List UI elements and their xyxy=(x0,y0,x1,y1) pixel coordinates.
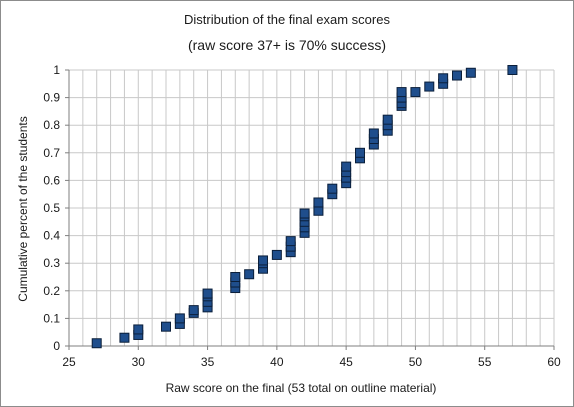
data-point xyxy=(424,81,435,92)
data-point xyxy=(202,288,213,299)
y-tick-label: 0.7 xyxy=(43,146,60,160)
data-point xyxy=(382,114,393,125)
y-tick-label: 0.9 xyxy=(43,91,60,105)
y-tick-label: 1 xyxy=(53,63,60,77)
data-point xyxy=(355,147,365,158)
data-point xyxy=(368,128,379,139)
data-point xyxy=(410,87,421,98)
chart-title: Distribution of the final exam scores xyxy=(184,12,390,27)
y-tick-label: 0.2 xyxy=(43,284,60,298)
data-point xyxy=(438,73,449,84)
data-point xyxy=(230,272,241,282)
data-point xyxy=(465,67,476,78)
data-point xyxy=(452,70,462,81)
data-point xyxy=(161,321,171,332)
data-point xyxy=(507,65,518,75)
data-point xyxy=(174,313,185,324)
gridlines xyxy=(69,69,555,346)
data-point xyxy=(119,332,130,343)
data-point xyxy=(244,269,255,280)
data-points xyxy=(91,65,518,349)
data-point xyxy=(313,197,324,208)
data-point xyxy=(285,236,296,247)
axes xyxy=(65,69,555,350)
y-tick-label: 0.4 xyxy=(43,229,60,243)
x-tick-label: 50 xyxy=(409,355,423,369)
tick-labels: 25 30 35 40 45 50 55 60 0 0.1 0.2 0.3 0.4 0.5 0.6 0.7 0.… xyxy=(43,63,561,369)
data-point xyxy=(133,324,144,335)
x-tick-label: 30 xyxy=(132,355,146,369)
data-point xyxy=(258,255,268,266)
y-tick-label: 0 xyxy=(53,339,60,353)
x-tick-label: 40 xyxy=(270,355,284,369)
y-tick-label: 0.6 xyxy=(43,173,60,187)
data-point xyxy=(271,249,282,260)
x-tick-label: 25 xyxy=(62,355,76,369)
x-tick-label: 35 xyxy=(201,355,215,369)
data-point xyxy=(188,305,199,316)
y-tick-label: 0.3 xyxy=(43,256,60,270)
y-tick-label: 0.8 xyxy=(43,118,60,132)
data-point xyxy=(299,208,310,219)
x-tick-label: 55 xyxy=(478,355,492,369)
chart-subtitle: (raw score 37+ is 70% success) xyxy=(188,37,386,53)
y-axis-label: Cumulative percent of the students xyxy=(16,116,30,301)
y-tick-label: 0.5 xyxy=(43,201,60,215)
x-axis-label: Raw score on the final (53 total on outl… xyxy=(166,381,437,395)
data-point xyxy=(341,161,352,172)
y-tick-label: 0.1 xyxy=(43,311,60,325)
data-point xyxy=(91,338,102,349)
x-tick-label: 45 xyxy=(339,355,353,369)
data-point xyxy=(396,87,407,98)
data-point xyxy=(327,183,338,194)
data-point xyxy=(313,205,324,216)
x-tick-label: 60 xyxy=(547,355,561,369)
